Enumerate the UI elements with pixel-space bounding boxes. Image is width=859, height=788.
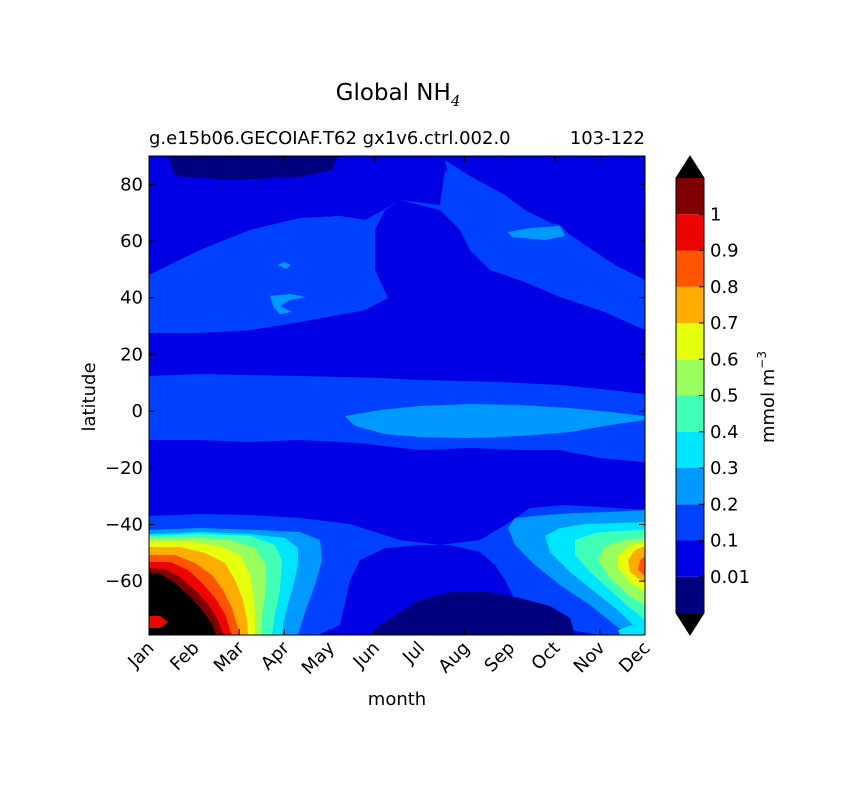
contour-band-0.01-south: [372, 592, 575, 635]
colorbar-segment: [676, 214, 704, 251]
x-tick-label: Aug: [434, 638, 474, 678]
contour-band-0.1-nh-gap: [149, 156, 645, 300]
colorbar-tick-label: 0.3: [710, 458, 739, 479]
y-axis: 80 60 40 20 0 −20 −40 −60: [105, 174, 645, 592]
x-tick-label: Sep: [480, 638, 519, 677]
colorbar-tick-label: 0.4: [710, 422, 739, 443]
y-tick-label: 40: [120, 288, 143, 309]
contour-band-0.01-top-2: [168, 156, 338, 180]
y-axis-label: latitude: [79, 362, 100, 431]
y-tick-label: 20: [120, 344, 143, 365]
contour-band-0.3-patch-1: [508, 226, 565, 240]
colorbar-tick-label: 0.8: [710, 277, 739, 298]
contour-band-0.2-nh-right: [445, 160, 645, 330]
colorbar-tick-label: 0.01: [710, 567, 750, 588]
contour-band-0.3-patch-2: [278, 262, 291, 269]
y-tick-label: −20: [105, 458, 143, 479]
colorbar-segment: [676, 323, 704, 360]
contour-band-0.3-patch-3: [270, 294, 306, 314]
contour-band-0.8-right: [628, 546, 645, 582]
colorbar-segment: [676, 576, 704, 613]
contour-band-0.4-corner: [618, 625, 645, 635]
colorbar-segment: [676, 468, 704, 505]
contour-band-0.9-right: [638, 556, 645, 576]
colorbar-segment: [676, 431, 704, 468]
x-tick-label: Jan: [123, 638, 158, 673]
contour-band-extreme-left: [149, 573, 216, 635]
y-tick-label: 0: [132, 401, 143, 422]
y-tick-label: 80: [120, 174, 143, 195]
x-tick-label: Oct: [527, 638, 564, 675]
colorbar: 0.01 0.1 0.2 0.3 0.4 0.5 0.6 0.7 0.8 0.9 1: [675, 155, 750, 636]
x-tick-label: Jun: [349, 638, 384, 673]
contour-band-0.2-nh-lobe: [149, 216, 388, 333]
colorbar-outline: [675, 155, 705, 636]
x-tick-label: May: [298, 637, 339, 678]
colorbar-tick-label: 0.9: [710, 241, 739, 262]
x-axis-label: month: [368, 689, 426, 710]
colorbar-tick-label: 0.5: [710, 386, 739, 407]
x-tick-label: Feb: [166, 638, 203, 675]
contour-band-0.3-equator: [345, 404, 645, 438]
chart-title: Global NH4: [336, 80, 461, 110]
colorbar-segment: [676, 540, 704, 577]
colorbar-label: mmol m−3: [755, 351, 779, 443]
colorbar-tick-label: 0.7: [710, 313, 739, 334]
contour-band-red-spot: [149, 616, 168, 628]
x-tick-label: Dec: [615, 638, 654, 677]
colorbar-segment: [676, 504, 704, 541]
colorbar-segment: [676, 359, 704, 396]
x-tick-label: Jul: [398, 638, 429, 669]
colorbar-segment: [676, 286, 704, 323]
colorbar-tick-label: 0.6: [710, 349, 739, 370]
colorbar-tick-label: 0.2: [710, 494, 739, 515]
y-tick-label: 60: [120, 231, 143, 252]
colorbar-segment: [676, 178, 704, 215]
colorbar-tick-label: 0.1: [710, 531, 739, 552]
y-tick-label: −40: [105, 514, 143, 535]
chart-subtitle-left: g.e15b06.GECOIAF.T62 gx1v6.ctrl.002.0: [149, 128, 511, 149]
colorbar-segment: [676, 250, 704, 287]
contour-field: [149, 156, 645, 635]
x-tick-label: Apr: [257, 637, 294, 674]
plot-frame: [148, 155, 646, 636]
colorbar-segment: [676, 395, 704, 432]
colorbar-extend-bottom: [676, 613, 704, 635]
x-tick-label: Nov: [570, 637, 610, 677]
colorbar-tick-label: 1: [710, 204, 721, 225]
y-tick-label: −60: [105, 571, 143, 592]
chart-subtitle-right: 103-122: [570, 128, 645, 149]
colorbar-extend-top: [676, 156, 704, 178]
x-tick-label: Mar: [210, 637, 249, 676]
